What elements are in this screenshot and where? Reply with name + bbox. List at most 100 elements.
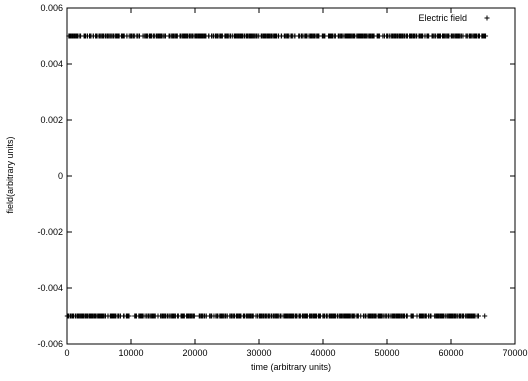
data-point	[96, 313, 102, 319]
data-point	[213, 33, 219, 39]
data-point	[288, 313, 294, 319]
data-point	[140, 313, 146, 319]
data-point	[416, 33, 422, 39]
data-point	[283, 33, 289, 39]
data-point	[314, 33, 320, 39]
data-point	[447, 313, 453, 319]
data-point	[372, 313, 378, 319]
data-point	[351, 313, 357, 319]
data-point	[213, 313, 219, 319]
data-point	[188, 33, 194, 39]
data-point	[393, 33, 399, 39]
data-point	[193, 33, 199, 39]
data-point	[309, 33, 315, 39]
data-point	[172, 33, 178, 39]
data-point	[238, 313, 244, 319]
data-point	[328, 33, 334, 39]
data-point	[116, 33, 122, 39]
data-point	[355, 313, 361, 319]
data-point	[137, 33, 143, 39]
data-point	[124, 313, 130, 319]
x-tick-label: 50000	[374, 348, 399, 358]
data-point	[117, 313, 123, 319]
data-point	[407, 33, 413, 39]
data-point	[321, 313, 327, 319]
y-tick-label: -0.004	[37, 283, 63, 293]
data-point	[274, 313, 280, 319]
data-point	[95, 33, 101, 39]
data-point	[197, 313, 203, 319]
data-point	[432, 33, 438, 39]
x-tick-label: 10000	[118, 348, 143, 358]
data-point	[108, 33, 114, 39]
data-point	[180, 313, 186, 319]
data-point	[273, 33, 279, 39]
x-axis-title: time (arbitrary units)	[251, 362, 331, 372]
plot-frame	[66, 7, 516, 345]
data-point	[175, 313, 181, 319]
data-point	[341, 33, 347, 39]
legend-marker-electric-field	[484, 15, 490, 21]
data-point	[479, 33, 485, 39]
data-point	[316, 313, 322, 319]
data-point	[191, 313, 197, 319]
legend-marker-glyph	[484, 15, 490, 21]
data-point	[303, 313, 309, 319]
data-point	[148, 313, 154, 319]
data-point	[260, 33, 266, 39]
data-point	[452, 33, 458, 39]
x-tick-label: 60000	[438, 348, 463, 358]
y-tick-label: 0.002	[40, 115, 63, 125]
data-point	[296, 33, 302, 39]
data-point	[384, 33, 390, 39]
data-point	[92, 313, 98, 319]
data-point	[219, 33, 225, 39]
data-point	[338, 313, 344, 319]
data-point	[225, 33, 231, 39]
data-point	[260, 313, 266, 319]
data-point	[159, 33, 165, 39]
legend-label-electric-field: Electric field	[418, 13, 467, 23]
data-point	[321, 33, 327, 39]
data-point	[67, 313, 73, 319]
data-point	[69, 33, 75, 39]
data-point	[164, 313, 170, 319]
data-point	[434, 313, 440, 319]
data-point	[130, 33, 136, 39]
data-point	[471, 313, 477, 319]
data-point	[335, 33, 341, 39]
data-point	[380, 313, 386, 319]
y-axis-title: field(arbitrary units)	[5, 136, 15, 213]
data-point	[375, 33, 381, 39]
x-tick-label: 20000	[182, 348, 207, 358]
data-point	[244, 313, 250, 319]
data-point	[279, 33, 285, 39]
y-tick-label: -0.002	[37, 227, 63, 237]
data-point	[132, 313, 138, 319]
data-point	[474, 33, 480, 39]
data-point	[367, 313, 373, 319]
data-point	[73, 313, 79, 319]
data-point	[346, 313, 352, 319]
y-tick-label: 0.006	[40, 3, 63, 13]
data-point	[185, 313, 191, 319]
data-point	[303, 33, 309, 39]
data-point	[361, 313, 367, 319]
data-point	[482, 313, 488, 319]
data-point	[466, 33, 472, 39]
x-tick-label: 40000	[310, 348, 335, 358]
data-point	[224, 313, 230, 319]
data-point	[422, 33, 428, 39]
data-point	[250, 313, 256, 319]
data-point	[81, 33, 87, 39]
data-point	[248, 33, 254, 39]
data-point	[83, 313, 89, 319]
data-point	[411, 33, 417, 39]
x-tick-label: 30000	[246, 348, 271, 358]
data-point	[219, 313, 225, 319]
y-tick-label: -0.006	[37, 339, 63, 349]
data-point	[237, 33, 243, 39]
data-point	[280, 313, 286, 319]
x-tick-label: 70000	[502, 348, 527, 358]
